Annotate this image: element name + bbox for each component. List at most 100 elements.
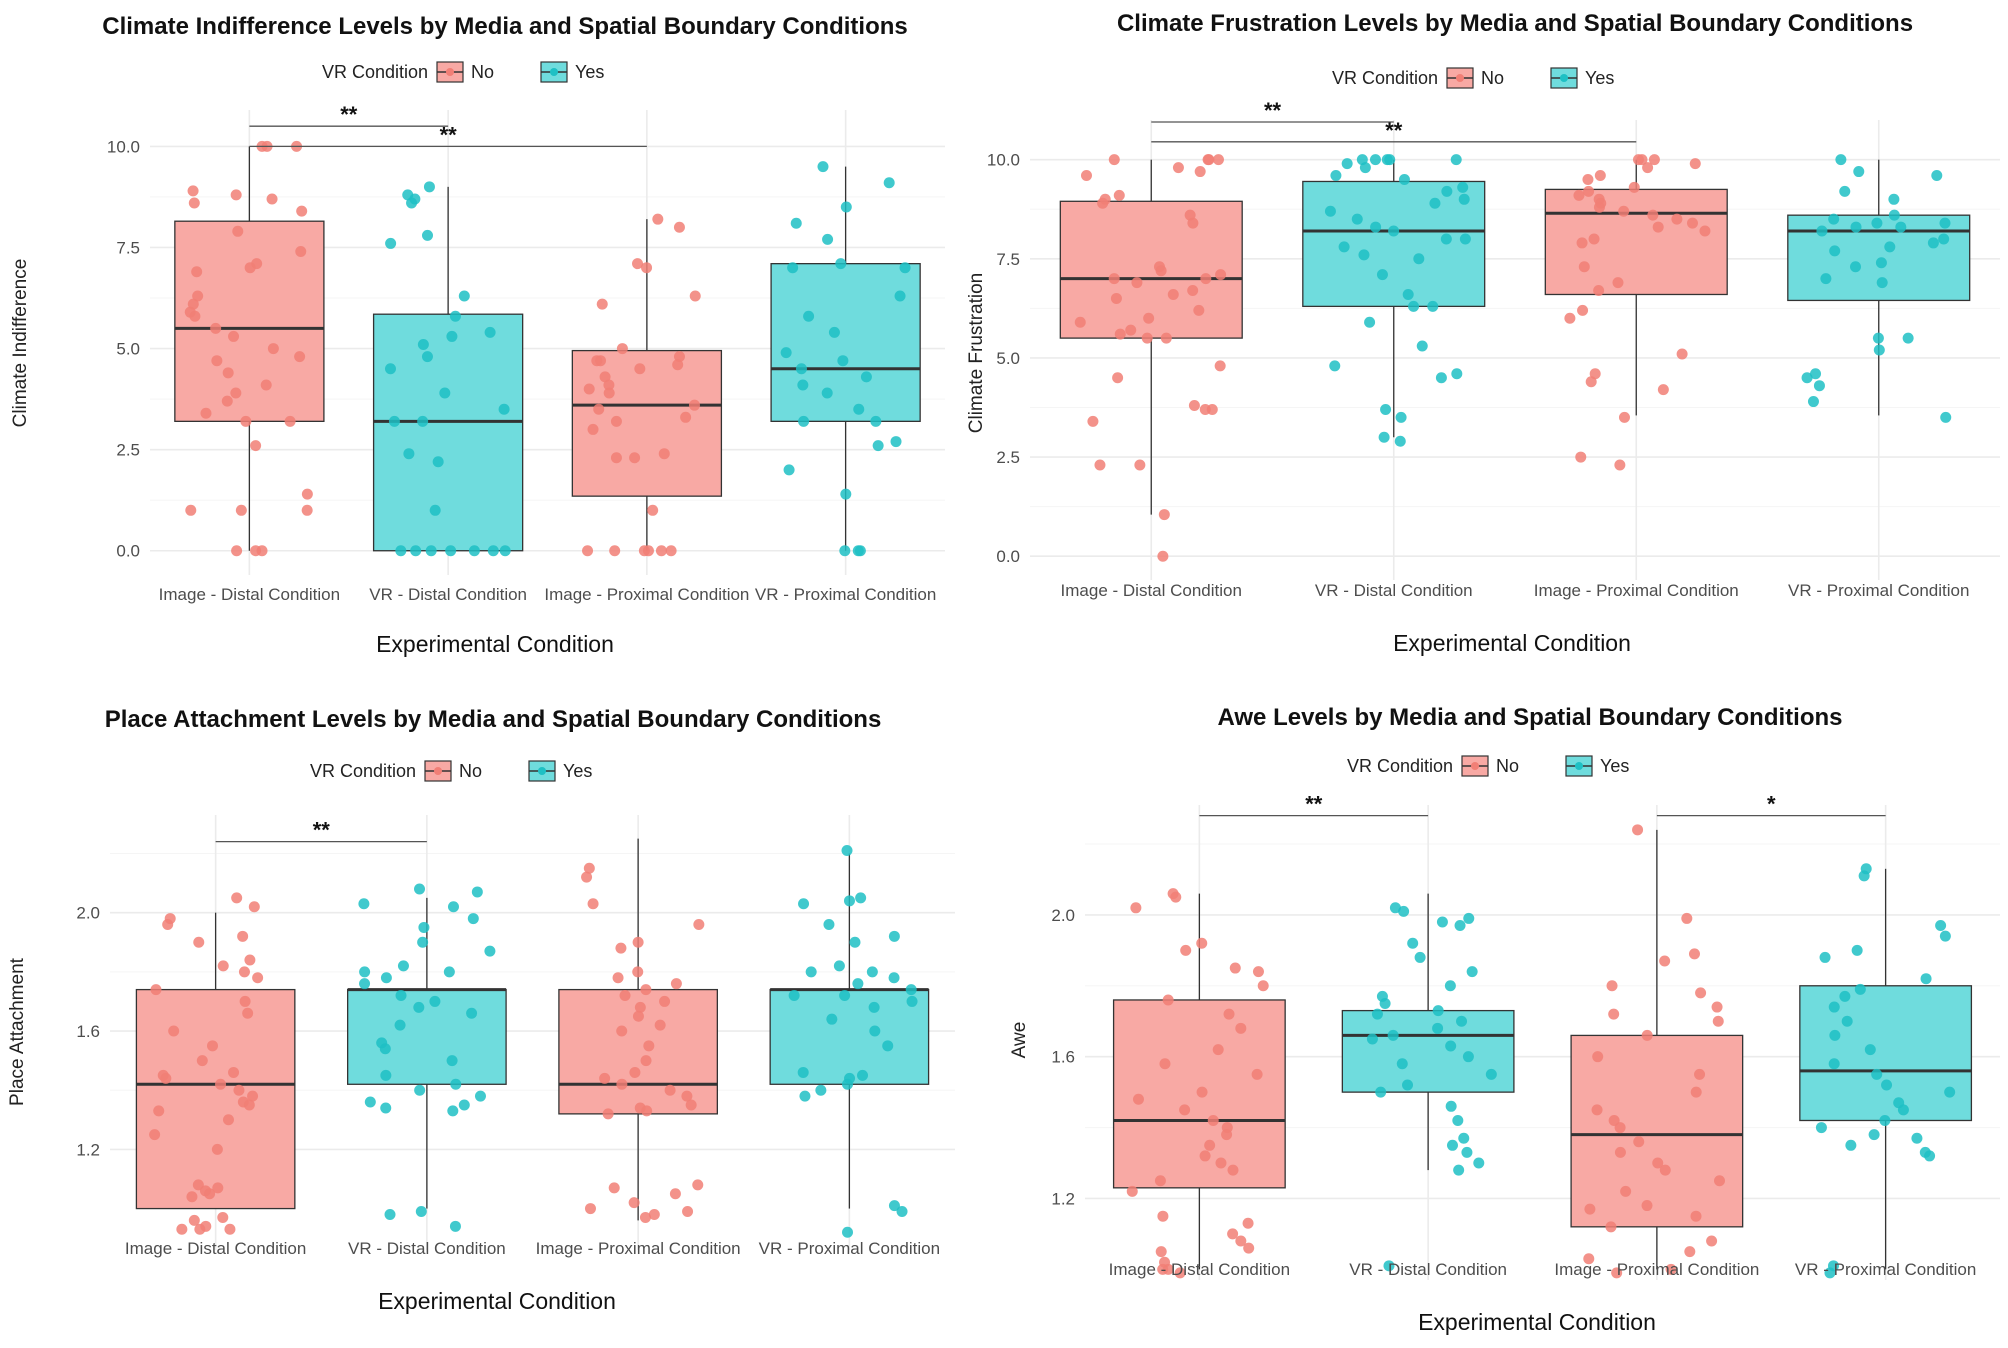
data-point [1578, 261, 1590, 273]
data-point [1944, 1086, 1956, 1098]
x-tick-label: VR - Distal Condition [369, 585, 527, 604]
data-point [599, 1072, 611, 1084]
data-point [458, 290, 470, 302]
points-2 [384, 181, 511, 557]
legend-label: No [459, 761, 482, 781]
data-point [1636, 154, 1648, 166]
data-point [222, 367, 234, 379]
data-point [191, 266, 203, 278]
data-point [1801, 372, 1813, 384]
legend-key-no: No [1446, 67, 1504, 89]
data-point [1688, 948, 1700, 960]
data-point [446, 1055, 458, 1067]
data-point [1375, 1086, 1387, 1098]
data-point [1414, 951, 1426, 963]
data-point [1080, 170, 1092, 182]
data-point [888, 972, 900, 984]
data-point [1845, 1139, 1857, 1151]
x-tick-label: Image - Distal Condition [159, 585, 340, 604]
legend-label: Yes [1600, 756, 1629, 776]
points-3 [1564, 154, 1711, 471]
legend-title: VR Condition [1332, 68, 1438, 88]
data-point [1351, 213, 1363, 225]
data-point [839, 545, 851, 557]
data-point [839, 990, 851, 1002]
data-point [1341, 158, 1353, 170]
data-point [1810, 368, 1822, 380]
data-point [250, 545, 262, 557]
data-point [602, 1108, 614, 1120]
data-point [397, 960, 409, 972]
data-point [1888, 209, 1900, 221]
box-iqr [769, 988, 930, 1085]
data-point [1875, 257, 1887, 269]
data-point [1398, 905, 1410, 917]
data-point [1632, 824, 1644, 836]
legend-key-yes: Yes [1565, 755, 1629, 777]
box-4 [770, 166, 921, 551]
data-point [647, 504, 659, 516]
data-point [692, 1179, 704, 1191]
data-point [200, 407, 212, 419]
box-3 [1544, 159, 1728, 416]
data-point [643, 1040, 655, 1052]
data-point [1108, 273, 1120, 285]
data-point [1432, 1022, 1444, 1034]
data-point [1413, 253, 1425, 265]
data-point [1235, 1022, 1247, 1034]
data-point [1445, 1040, 1457, 1052]
data-point [1444, 980, 1456, 992]
data-point [192, 290, 204, 302]
data-point [805, 966, 817, 978]
data-point [1394, 435, 1406, 447]
data-point [379, 1043, 391, 1055]
y-tick-label: 10.0 [107, 137, 140, 156]
data-point [1588, 233, 1600, 245]
x-tick-label: VR - Proximal Condition [1795, 1260, 1976, 1279]
y-axis-label: Awe [1009, 1022, 1030, 1059]
legend-swatch-point [434, 767, 442, 775]
data-point [1200, 273, 1212, 285]
data-point [1445, 1100, 1457, 1112]
data-point [1618, 411, 1630, 423]
data-point [1575, 451, 1587, 463]
data-point [1435, 372, 1447, 384]
data-point [211, 1143, 223, 1155]
data-point [1408, 300, 1420, 312]
data-point [619, 990, 631, 1002]
legend-swatch-point [1471, 762, 1479, 770]
data-point [629, 1066, 641, 1078]
data-point [1612, 277, 1624, 289]
data-point [239, 995, 251, 1007]
points-4 [1815, 863, 1956, 1279]
legend-swatch-point [550, 68, 558, 76]
data-point [1338, 241, 1350, 253]
data-point [616, 1078, 628, 1090]
data-point [260, 379, 272, 391]
data-point [1642, 162, 1654, 174]
legend-title: VR Condition [310, 761, 416, 781]
data-point [610, 452, 622, 464]
data-point [1170, 891, 1182, 903]
chart-title: Place Attachment Levels by Media and Spa… [105, 706, 882, 733]
data-point [1699, 225, 1711, 237]
data-point [301, 504, 313, 516]
box-iqr [1341, 1009, 1515, 1093]
data-point [467, 913, 479, 925]
data-point [591, 355, 603, 367]
points-4 [780, 161, 911, 557]
data-point [233, 1084, 245, 1096]
legend-swatch-point [1575, 762, 1583, 770]
data-point [583, 862, 595, 874]
data-point [1114, 328, 1126, 340]
data-point [587, 898, 599, 910]
data-point [450, 1078, 462, 1090]
data-point [840, 488, 852, 500]
data-point [1824, 1267, 1836, 1279]
data-point [1611, 1267, 1623, 1279]
data-point [1162, 994, 1174, 1006]
data-point [238, 966, 250, 978]
data-point [1235, 1235, 1247, 1247]
data-point [458, 1099, 470, 1111]
